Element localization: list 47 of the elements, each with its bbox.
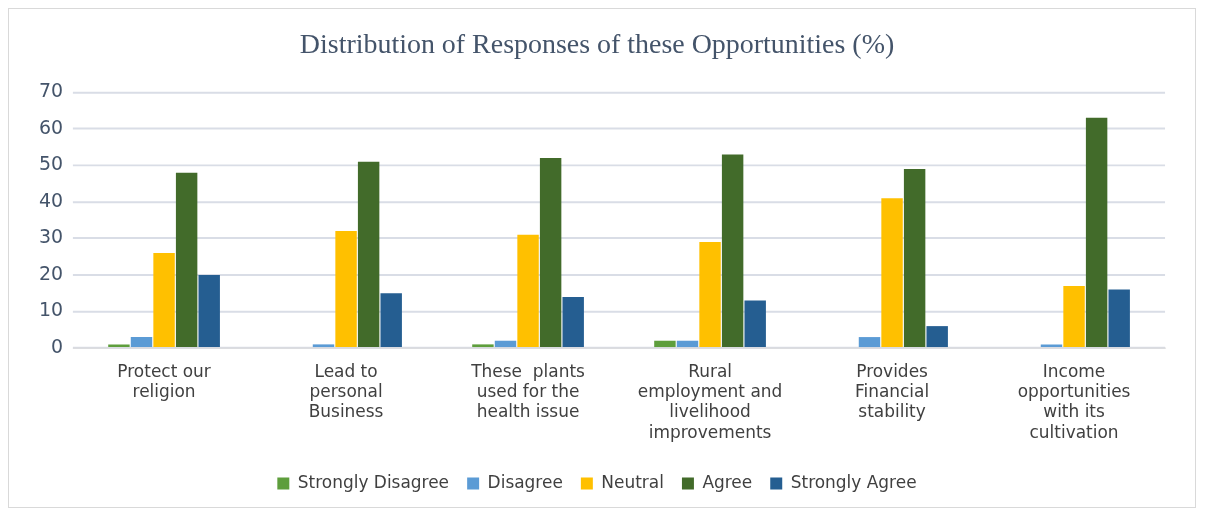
y-tick-label: 70 bbox=[38, 79, 64, 102]
bar bbox=[926, 326, 948, 348]
bar bbox=[380, 293, 402, 348]
chart-title: Distribution of Responses of these Opportunities (%) bbox=[299, 28, 895, 59]
bar bbox=[494, 340, 517, 348]
bar bbox=[335, 231, 357, 348]
bar bbox=[108, 344, 130, 348]
y-tick-label: 30 bbox=[38, 225, 64, 248]
bar bbox=[517, 234, 539, 348]
legend-label: Disagree bbox=[487, 472, 563, 492]
bar bbox=[1108, 289, 1130, 348]
bar bbox=[130, 337, 153, 348]
y-tick-label: 20 bbox=[38, 261, 64, 284]
bar bbox=[198, 274, 220, 348]
x-tick-label: Income opportunities with its cultivation bbox=[1017, 360, 1131, 442]
bar bbox=[1085, 117, 1108, 348]
bar bbox=[903, 169, 926, 348]
y-tick-label: 40 bbox=[38, 188, 64, 211]
y-tick-label: 60 bbox=[38, 115, 64, 138]
bar bbox=[654, 340, 676, 348]
legend-label: Strongly Disagree bbox=[297, 472, 450, 492]
bar bbox=[699, 242, 721, 348]
bar bbox=[562, 296, 584, 348]
x-tick-label: Lead to personal Business bbox=[308, 360, 384, 422]
bar bbox=[676, 340, 699, 348]
bar bbox=[539, 158, 562, 348]
bar bbox=[858, 337, 881, 348]
bar bbox=[153, 253, 175, 348]
legend-label: Strongly Agree bbox=[790, 472, 917, 492]
bar bbox=[312, 344, 335, 348]
bar bbox=[357, 161, 380, 348]
x-tick-label: These plants used for the health issue bbox=[470, 360, 585, 422]
y-tick-label: 10 bbox=[38, 298, 64, 321]
bar bbox=[744, 300, 766, 348]
bar bbox=[721, 154, 744, 348]
x-tick-label: Rural employment and livelihood improvements bbox=[637, 360, 783, 442]
x-tick-label: Protect our religion bbox=[117, 360, 211, 401]
x-tick-label: Provides Financial stability bbox=[854, 360, 930, 422]
bar bbox=[881, 198, 903, 348]
bar bbox=[1063, 285, 1085, 348]
y-tick-label: 50 bbox=[38, 152, 64, 175]
legend-label: Agree bbox=[702, 472, 753, 492]
legend-label: Neutral bbox=[601, 472, 664, 492]
bar bbox=[472, 344, 494, 348]
y-tick-label: 0 bbox=[51, 334, 64, 357]
bar bbox=[1040, 344, 1063, 348]
bar bbox=[175, 172, 198, 348]
